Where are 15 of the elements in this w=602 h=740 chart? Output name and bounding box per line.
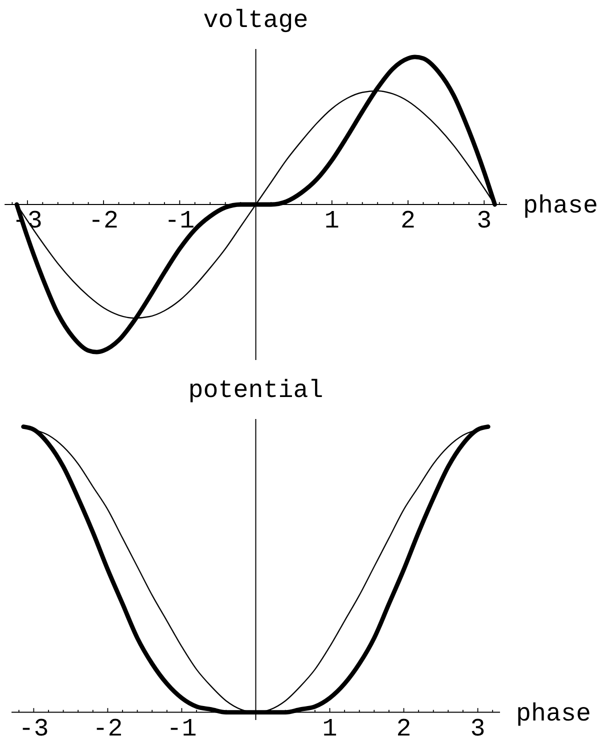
x-tick-label: 3: [476, 206, 492, 236]
y-axis-title: voltage: [203, 6, 308, 35]
x-tick-label: 1: [324, 206, 340, 236]
x-tick-label: -1: [164, 206, 195, 236]
x-tick-label: 3: [470, 714, 486, 740]
x-tick-label: -2: [88, 206, 119, 236]
x-tick-label: 2: [400, 206, 416, 236]
x-tick-label: -3: [18, 714, 49, 740]
x-tick-label: 2: [396, 714, 412, 740]
x-axis-title: phase: [523, 192, 598, 220]
x-tick-label: -1: [166, 714, 197, 740]
y-axis-title: potential: [188, 376, 324, 405]
x-tick-label: -2: [92, 714, 123, 740]
x-axis-title: phase: [516, 699, 592, 728]
x-tick-label: 1: [322, 714, 338, 740]
